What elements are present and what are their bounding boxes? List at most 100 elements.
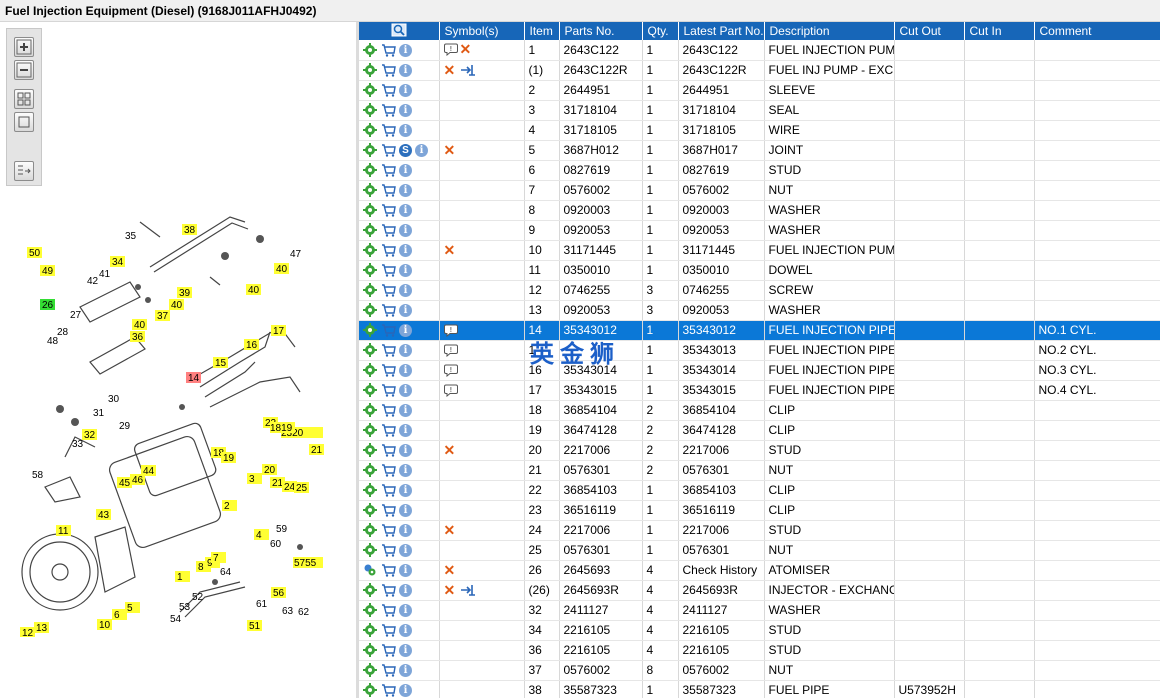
gear-icon[interactable]	[363, 643, 377, 658]
gear-icon[interactable]	[363, 423, 377, 438]
info-icon[interactable]: i	[399, 503, 412, 517]
info-icon[interactable]: i	[399, 443, 412, 457]
exchange-arrow-icon[interactable]	[459, 63, 477, 77]
table-row[interactable]: i 34 2216105 4 2216105 STUD	[359, 620, 1160, 641]
info-icon[interactable]: i	[399, 403, 412, 417]
table-row[interactable]: i 23 36516119 1 36516119 CLIP	[359, 500, 1160, 521]
info-icon[interactable]: i	[399, 183, 412, 197]
discontinued-x-icon[interactable]: ✕	[443, 521, 456, 538]
row-actions[interactable]: i	[359, 660, 440, 681]
info-icon[interactable]: i	[399, 83, 412, 97]
cart-icon[interactable]	[381, 684, 396, 697]
row-actions[interactable]: i	[359, 420, 440, 441]
note-bubble-icon[interactable]: !	[443, 324, 458, 338]
discontinued-x-icon[interactable]: ✕	[443, 241, 456, 258]
table-row[interactable]: i 32 2411127 4 2411127 WASHER	[359, 600, 1160, 621]
table-row[interactable]: i 38 35587323 1 35587323 FUEL PIPE U573952H	[359, 680, 1160, 698]
table-row[interactable]: i 6 0827619 1 0827619 STUD	[359, 160, 1160, 181]
info-icon[interactable]: i	[399, 63, 412, 77]
cart-icon[interactable]	[381, 604, 396, 617]
cart-icon[interactable]	[381, 284, 396, 297]
note-bubble-icon[interactable]: !	[443, 384, 458, 398]
row-actions[interactable]: i	[359, 80, 440, 101]
cart-icon[interactable]	[381, 324, 396, 337]
row-actions[interactable]: i	[359, 360, 440, 381]
row-actions[interactable]: i	[359, 200, 440, 221]
gear-icon[interactable]	[363, 303, 377, 318]
row-actions[interactable]: i	[359, 540, 440, 561]
row-actions[interactable]: i	[359, 240, 440, 261]
gear-icon[interactable]	[363, 623, 377, 638]
row-actions[interactable]: i	[359, 100, 440, 121]
row-actions[interactable]: i	[359, 620, 440, 641]
gear-icon[interactable]	[363, 63, 377, 78]
table-row[interactable]: i ✕ 26 2645693 4 Check History ATOMISER	[359, 560, 1160, 581]
row-actions[interactable]: i	[359, 220, 440, 241]
gear-icon[interactable]	[363, 283, 377, 298]
cart-icon[interactable]	[381, 124, 396, 137]
row-actions[interactable]: i	[359, 680, 440, 698]
header-symbols[interactable]: Symbol(s)	[439, 22, 525, 40]
cart-icon[interactable]	[381, 184, 396, 197]
discontinued-x-icon[interactable]: ✕	[443, 581, 456, 598]
gear-icon[interactable]	[363, 183, 377, 198]
header-parts-no[interactable]: Parts No.	[559, 22, 643, 40]
table-row[interactable]: i! 1 1 35343013 FUEL INJECTION PIPE NO.2 CYL.	[359, 340, 1160, 361]
gear-icon[interactable]	[363, 543, 377, 558]
header-search[interactable]	[359, 22, 440, 40]
note-bubble-icon[interactable]: !	[443, 344, 458, 358]
discontinued-x-icon[interactable]: ✕	[459, 41, 472, 58]
info-icon[interactable]: i	[399, 483, 412, 497]
cart-icon[interactable]	[381, 404, 396, 417]
cart-icon[interactable]	[381, 424, 396, 437]
info-icon[interactable]: i	[399, 43, 412, 57]
row-actions[interactable]: i	[359, 160, 440, 181]
info-icon[interactable]: i	[399, 263, 412, 277]
cart-icon[interactable]	[381, 84, 396, 97]
table-row[interactable]: i! 14 35343012 1 35343012 FUEL INJECTION PIPE…	[359, 320, 1160, 341]
note-bubble-icon[interactable]: !	[443, 364, 458, 378]
row-actions[interactable]: i	[359, 120, 440, 141]
info-icon[interactable]: i	[399, 423, 412, 437]
gear-multi-icon[interactable]	[363, 563, 377, 577]
row-actions[interactable]: i	[359, 440, 440, 461]
cart-icon[interactable]	[381, 64, 396, 77]
cart-icon[interactable]	[381, 524, 396, 537]
info-icon[interactable]: i	[399, 523, 412, 537]
gear-icon[interactable]	[363, 523, 377, 538]
discontinued-x-icon[interactable]: ✕	[443, 441, 456, 458]
cart-icon[interactable]	[381, 484, 396, 497]
table-row[interactable]: i 18 36854104 2 36854104 CLIP	[359, 400, 1160, 421]
discontinued-x-icon[interactable]: ✕	[443, 141, 456, 158]
supersession-icon[interactable]: S	[399, 143, 412, 157]
row-actions[interactable]: i	[359, 300, 440, 321]
table-row[interactable]: i 8 0920003 1 0920003 WASHER	[359, 200, 1160, 221]
fit-icon[interactable]	[14, 89, 34, 109]
cart-icon[interactable]	[381, 344, 396, 357]
cart-icon[interactable]	[381, 564, 396, 577]
row-actions[interactable]: i	[359, 580, 440, 601]
info-icon[interactable]: i	[399, 123, 412, 137]
info-icon[interactable]: i	[399, 583, 412, 597]
gear-icon[interactable]	[363, 103, 377, 118]
cart-icon[interactable]	[381, 444, 396, 457]
table-row[interactable]: i 13 0920053 3 0920053 WASHER	[359, 300, 1160, 321]
row-actions[interactable]: i	[359, 380, 440, 401]
diagram-pane[interactable]: 50 49 35 38 47 40 34 41 42 39 40 40 37 40…	[0, 22, 356, 698]
table-row[interactable]: i 7 0576002 1 0576002 NUT	[359, 180, 1160, 201]
gear-icon[interactable]	[363, 243, 377, 258]
table-row[interactable]: i 9 0920053 1 0920053 WASHER	[359, 220, 1160, 241]
info-icon[interactable]: i	[399, 103, 412, 117]
header-qty[interactable]: Qty.	[642, 22, 679, 40]
gear-icon[interactable]	[363, 343, 377, 358]
layout-toggle-icon[interactable]	[14, 161, 34, 181]
info-icon[interactable]: i	[399, 663, 412, 677]
gear-icon[interactable]	[363, 143, 377, 158]
table-row[interactable]: i 37 0576002 8 0576002 NUT	[359, 660, 1160, 681]
table-row[interactable]: i 11 0350010 1 0350010 DOWEL	[359, 260, 1160, 281]
cart-icon[interactable]	[381, 264, 396, 277]
discontinued-x-icon[interactable]: ✕	[443, 61, 456, 78]
